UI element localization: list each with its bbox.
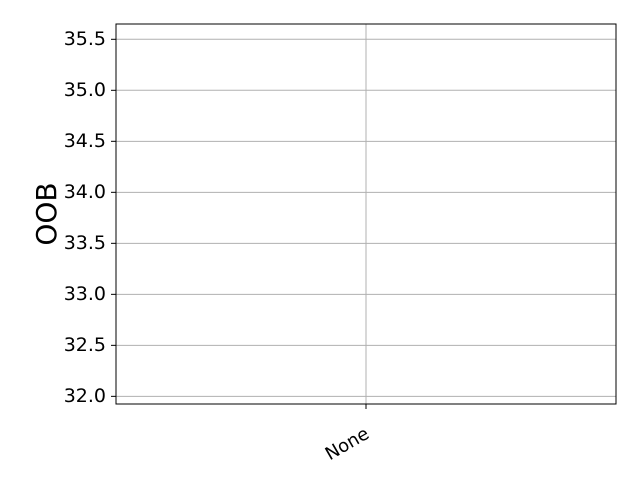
y-axis-label: OOB — [30, 182, 63, 245]
y-tick-label: 33.5 — [64, 232, 106, 254]
y-tick-label: 35.5 — [64, 28, 106, 50]
plot-frame — [115, 23, 617, 405]
y-tick-label: 33.0 — [64, 283, 106, 305]
y-tick-label: 35.0 — [64, 79, 106, 101]
y-tick-label: 34.5 — [64, 130, 106, 152]
y-tick-label: 32.5 — [64, 334, 106, 356]
y-tick-label: 32.0 — [64, 385, 106, 407]
y-tick-label: 34.0 — [64, 181, 106, 203]
